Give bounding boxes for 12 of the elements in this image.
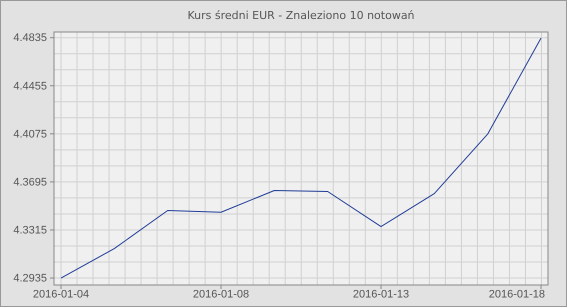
y-tick-label: 4.4835 [13,32,47,44]
x-tick-label: 2016-01-08 [192,288,250,300]
y-tick-label: 4.4075 [13,128,47,140]
line-series [60,38,542,279]
chart-title: Kurs średni EUR - Znaleziono 10 notowań [187,9,415,22]
y-tick-label: 4.3695 [13,176,47,188]
y-tick-label: 4.4455 [13,80,47,92]
y-tick-label: 4.2935 [13,272,47,285]
x-tick-label: 2016-01-04 [32,288,90,300]
x-tick-label: 2016-01-18 [488,288,545,300]
y-tick-label: 4.3315 [13,224,47,236]
x-tick-label: 2016-01-13 [352,288,410,300]
